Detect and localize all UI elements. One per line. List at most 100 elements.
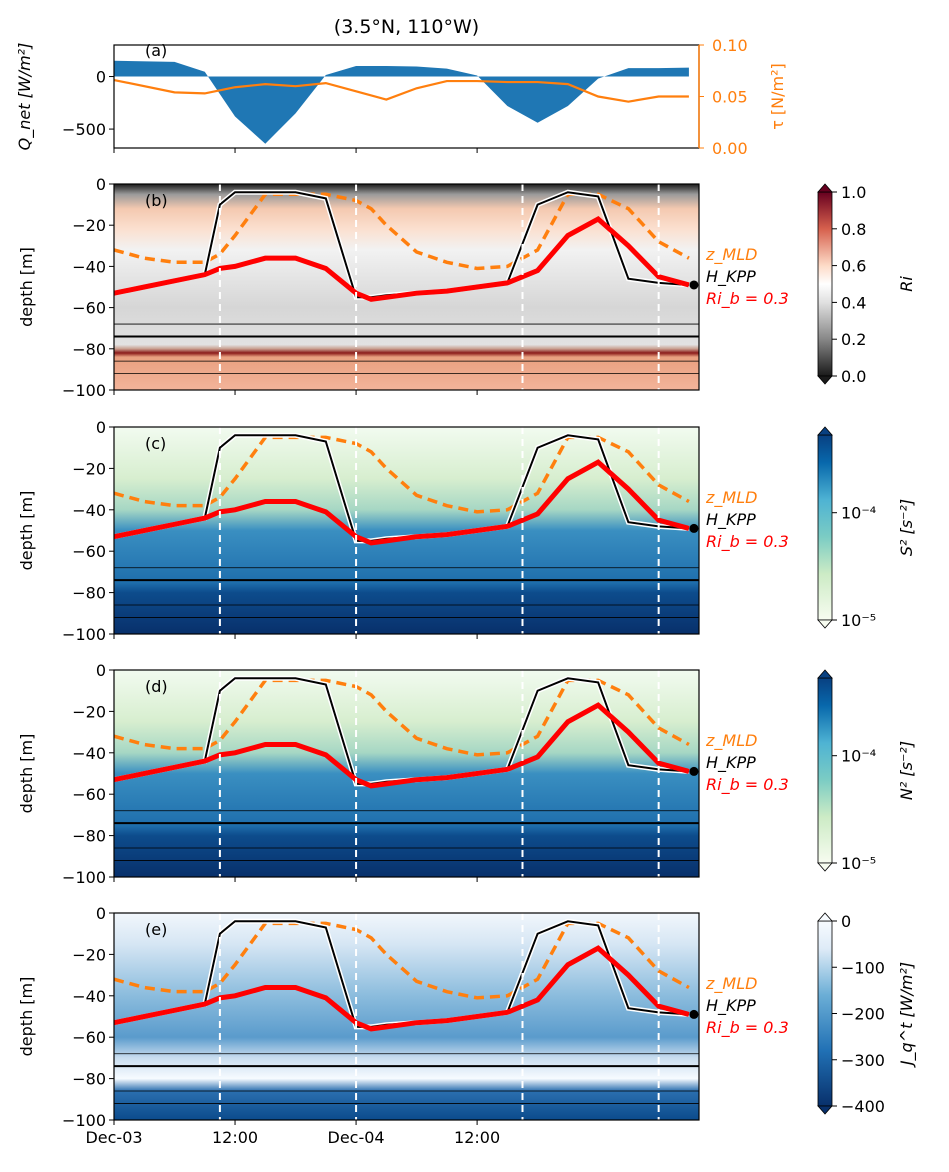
tau-line <box>113 78 689 103</box>
colorbar-tick-label: 0.8 <box>841 220 866 239</box>
line-label: Ri_b = 0.3 <box>706 532 789 552</box>
y-tick-label: −80 <box>72 827 106 846</box>
ylabel-depth: depth [m] <box>17 491 36 571</box>
twin-tick-label: 0.10 <box>712 36 748 55</box>
y-tick-label: 0 <box>96 175 106 194</box>
panel-a-frame <box>113 44 700 149</box>
panel-label: (c) <box>145 434 166 453</box>
colorbar-tick-label: 10⁻⁴ <box>841 747 876 766</box>
y-tick-label: −60 <box>72 299 106 318</box>
panel-label: (a) <box>145 41 167 60</box>
y-tick-label: −40 <box>72 987 106 1006</box>
rib-line <box>113 215 690 302</box>
colorbar-label: N² [s⁻²] <box>897 741 916 800</box>
y-tick-label: −20 <box>72 459 106 478</box>
colorbar-tick-label: 0 <box>841 912 851 931</box>
colorbar-extend-top <box>817 912 833 922</box>
line-label: z_MLD <box>705 245 757 265</box>
panel-frame <box>113 912 700 1121</box>
colorbar: 0.0 0.2 0.4 0.6 0.8 1.0 Ri <box>817 183 916 386</box>
y-tick-label: −20 <box>72 945 106 964</box>
colorbar-extend-top <box>817 426 833 436</box>
y-tick-label: −100 <box>62 868 106 887</box>
heatmap-field <box>114 184 699 390</box>
y-tick-label: −20 <box>72 702 106 721</box>
colorbar-tick-label: 0.4 <box>841 293 866 312</box>
y-tick-label: −40 <box>72 501 106 520</box>
y-tick-label: −60 <box>72 785 106 804</box>
colorbar-extend-top <box>817 183 833 193</box>
ylabel-depth: depth [m] <box>17 977 36 1057</box>
line-label: H_KPP <box>706 510 756 530</box>
colorbar-extend-bottom <box>817 862 833 872</box>
panel-frame <box>113 183 700 391</box>
line-label: z_MLD <box>705 488 757 508</box>
y-tick-label: 0 <box>96 661 106 680</box>
y-tick-label: −80 <box>72 1070 106 1089</box>
y-tick-label: −100 <box>62 625 106 644</box>
y-tick-label: −40 <box>72 257 106 276</box>
colorbar-tick-label: 0.0 <box>841 367 866 386</box>
end-marker <box>689 280 699 290</box>
colorbar-tick-label: −200 <box>841 1005 885 1024</box>
line-label: Ri_b = 0.3 <box>706 775 789 795</box>
panel-label: (b) <box>145 191 168 210</box>
colorbar-gradient <box>817 191 833 377</box>
rib-line <box>113 459 690 546</box>
y-tick-label: −500 <box>62 120 106 139</box>
twin-tick-label: 0.00 <box>712 139 748 158</box>
rib-line <box>113 945 690 1032</box>
y-tick-label: −60 <box>72 1028 106 1047</box>
ylabel-depth: depth [m] <box>17 247 36 327</box>
heatmap-field <box>114 427 699 634</box>
panel-label: (e) <box>145 920 167 939</box>
colorbar-label: Ri <box>897 276 916 292</box>
colorbar: 10⁻⁴ 10⁻⁵ S² [s⁻²] <box>817 426 916 630</box>
y-tick-label: 0 <box>96 418 106 437</box>
end-marker <box>689 766 699 776</box>
colorbar-tick-label: 10⁻⁵ <box>841 854 876 873</box>
colorbar-gradient <box>817 677 833 864</box>
x-tick-label: Dec-03 <box>85 1128 142 1147</box>
colorbar-extend-bottom <box>817 1105 833 1115</box>
colorbar-extend-top <box>817 669 833 679</box>
colorbar: 0 −100 −200 −300 −400 J_q^t [W/m²] <box>817 912 917 1116</box>
rib-line <box>113 702 690 789</box>
colorbar-tick-label: 0.6 <box>841 257 866 276</box>
colorbar-tick-label: 0.2 <box>841 330 866 349</box>
y-tick-label: −100 <box>62 1111 106 1130</box>
colorbar-label: S² [s⁻²] <box>897 499 916 556</box>
qnet-area <box>114 60 689 144</box>
ylabel-tau: τ [N/m²] <box>768 63 787 130</box>
twin-tick-label: 0.05 <box>712 88 748 107</box>
colorbar-tick-label: −400 <box>841 1097 885 1116</box>
colorbar-tick-label: −300 <box>841 1051 885 1070</box>
figure-title: (3.5°N, 110°W) <box>334 16 479 38</box>
line-label: H_KPP <box>706 753 756 773</box>
x-tick-label: 12:00 <box>454 1128 500 1147</box>
y-tick-label: 0 <box>96 68 106 87</box>
line-label: z_MLD <box>705 974 757 994</box>
colorbar-tick-label: 10⁻⁵ <box>841 611 876 630</box>
ylabel-qnet: Q_net [W/m²] <box>15 43 35 151</box>
panel-frame <box>113 669 700 878</box>
heatmap-field <box>114 913 699 1120</box>
x-tick-label: Dec-04 <box>328 1128 385 1147</box>
y-tick-label: −60 <box>72 542 106 561</box>
y-tick-label: −40 <box>72 744 106 763</box>
panel-label: (d) <box>145 677 168 696</box>
panel-frame <box>113 426 700 635</box>
y-tick-label: −20 <box>72 216 106 235</box>
line-label: H_KPP <box>706 996 756 1016</box>
ylabel-depth: depth [m] <box>17 734 36 814</box>
colorbar-label: J_q^t [W/m²] <box>897 962 917 1068</box>
panel-e: 0 −20 −40 −60 −80 −100 depth [m] (e) z_MLDH_KPPR… <box>17 904 917 1130</box>
y-tick-label: 0 <box>96 904 106 923</box>
line-label: z_MLD <box>705 731 757 751</box>
colorbar-tick-label: 1.0 <box>841 183 866 202</box>
colorbar-gradient <box>817 920 833 1107</box>
panel-c: 0 −20 −40 −60 −80 −100 depth [m] (c) z_MLDH_KPPR… <box>17 418 916 644</box>
